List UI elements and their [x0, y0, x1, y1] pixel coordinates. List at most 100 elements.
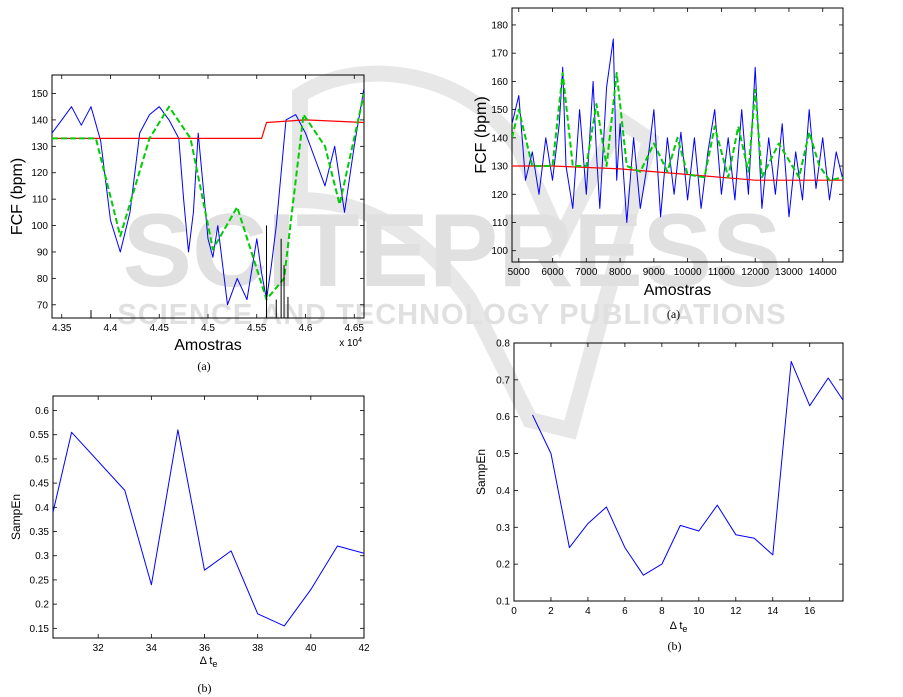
plot-frame	[51, 74, 365, 319]
x-tick-label: 4.45	[150, 323, 170, 334]
y-tick-label: 0.4	[496, 486, 510, 497]
x-axis-label-subscript: e	[212, 659, 217, 669]
y-tick-label: 0.4	[35, 503, 49, 514]
y-tick-label: 0.5	[35, 454, 49, 465]
panel-caption: (a)	[197, 359, 210, 373]
y-tick-label: 0.25	[30, 575, 50, 586]
x-tick-label: 9000	[643, 267, 666, 278]
y-tick-label: 0.6	[496, 412, 510, 423]
panel-caption: (b)	[668, 639, 682, 653]
y-tick-label: 100	[31, 221, 48, 232]
x-tick-label: 8000	[609, 267, 632, 278]
x-tick-label: 13000	[775, 267, 803, 278]
y-tick-label: 100	[491, 246, 508, 257]
y-tick-label: 0.15	[30, 624, 50, 635]
x-tick-label: 38	[252, 643, 264, 654]
x-tick-label: 10000	[674, 267, 702, 278]
x-axis-label: Δ te	[670, 620, 688, 634]
chart-top-left: 4.35 4.4 4.45 4.5 4.55 4.6 4.65 70 80 90 100 110 120…	[9, 74, 365, 373]
x-tick-label: 4.6	[299, 323, 313, 334]
x-tick-label: 8	[659, 606, 665, 617]
x-tick-label: 2	[548, 606, 554, 617]
x-tick-label: 34	[146, 643, 158, 654]
y-tick-label: 0.1	[496, 597, 510, 608]
y-axis-label: SampEn	[474, 449, 488, 495]
y-tick-label: 0.55	[30, 430, 50, 441]
y-axis-label: FCF (bpm)	[9, 158, 26, 235]
y-tick-label: 70	[37, 300, 49, 311]
y-tick-label: 0.2	[496, 560, 510, 571]
x-axis-label: Amostras	[644, 282, 712, 299]
y-tick-label: 110	[32, 195, 48, 206]
y-tick-label: 130	[31, 142, 48, 153]
y-tick-label: 120	[31, 168, 48, 179]
x-tick-label: 14	[767, 606, 779, 617]
y-tick-label: 0.2	[35, 600, 49, 611]
plot-frame	[52, 395, 365, 639]
x-tick-label: 0	[511, 606, 517, 617]
plot-area	[532, 360, 843, 576]
y-tick-label: 0.3	[35, 551, 49, 562]
x-tick-label: 4.4	[104, 323, 118, 334]
x-tick-label: 12	[730, 606, 742, 617]
y-tick-label: 0.35	[30, 527, 50, 538]
plot-area	[52, 88, 364, 318]
y-tick-label: 150	[31, 89, 48, 100]
x-tick-label: 5000	[508, 267, 531, 278]
y-tick-label: 0.3	[496, 523, 510, 534]
chart-top-right: 5000 6000 7000 8000 9000 10000 11000 12000 13000…	[473, 7, 844, 321]
chart-bottom-left: 32 34 36 38 40 42 0.15 0.2 0.25 0.3 0.35 0.4 0.45 0.5…	[9, 395, 370, 695]
x-tick-label: 4	[585, 606, 591, 617]
x-tick-label: 4.55	[247, 323, 267, 334]
x-tick-label: 4.35	[52, 323, 72, 334]
watermark-main-text: SCITEPRESS	[123, 193, 782, 309]
chart-bottom-right: 0 2 4 6 8 10 12 14 16 0.1 0.2 0.3 0.4 0.5 0.6 0.7 0.8 Δ t…	[474, 339, 844, 653]
x-tick-label: 11000	[708, 267, 736, 278]
x-tick-label: 42	[358, 643, 370, 654]
x-tick-label: 4.5	[201, 323, 215, 334]
x-tick-label: 36	[199, 643, 211, 654]
trend-line	[512, 71, 843, 182]
x-tick-label: 40	[305, 643, 317, 654]
x-tick-label: 14000	[809, 267, 837, 278]
y-tick-label: 0.5	[496, 449, 510, 460]
plot-area	[53, 429, 364, 627]
y-tick-label: 0.8	[496, 339, 510, 350]
y-tick-label: 140	[491, 133, 508, 144]
series-line	[532, 360, 843, 576]
plot-frame	[513, 342, 844, 602]
panel-caption: (b)	[198, 681, 212, 695]
x-tick-label: 16	[804, 606, 816, 617]
watermark: SCITEPRESS SCIENCE AND TECHNOLOGY PUBLIC…	[117, 65, 786, 440]
y-tick-label: 180	[491, 20, 508, 31]
x-exponent-label: x 104	[339, 337, 362, 349]
plot-frame	[511, 7, 844, 263]
y-axis-label: SampEn	[9, 494, 23, 540]
y-tick-label: 0.45	[30, 479, 50, 490]
y-tick-label: 0.7	[496, 375, 510, 386]
x-tick-label: 7000	[575, 267, 598, 278]
y-tick-label: 140	[31, 115, 48, 126]
x-tick-label: 6	[622, 606, 628, 617]
series-line	[53, 429, 364, 627]
trend-line	[52, 93, 364, 301]
y-tick-label: 170	[491, 49, 508, 60]
x-tick-label: 10	[693, 606, 705, 617]
y-tick-label: 130	[491, 162, 508, 173]
x-axis-label-subscript: e	[682, 624, 687, 634]
y-tick-label: 160	[491, 77, 508, 88]
y-axis-label: FCF (bpm)	[473, 96, 490, 173]
x-tick-label: 4.65	[345, 323, 365, 334]
x-tick-label: 32	[93, 643, 105, 654]
y-tick-label: 0.6	[35, 406, 49, 417]
x-exponent-power: 4	[358, 337, 362, 344]
panel-caption: (a)	[667, 307, 680, 321]
y-tick-label: 90	[37, 247, 49, 258]
y-tick-label: 120	[491, 190, 508, 201]
x-axis-label: Δ te	[200, 655, 218, 669]
y-tick-label: 150	[491, 105, 508, 116]
plot-area	[512, 38, 843, 223]
watermark-sub-text: SCIENCE AND TECHNOLOGY PUBLICATIONS	[117, 299, 786, 331]
x-tick-label: 6000	[541, 267, 564, 278]
